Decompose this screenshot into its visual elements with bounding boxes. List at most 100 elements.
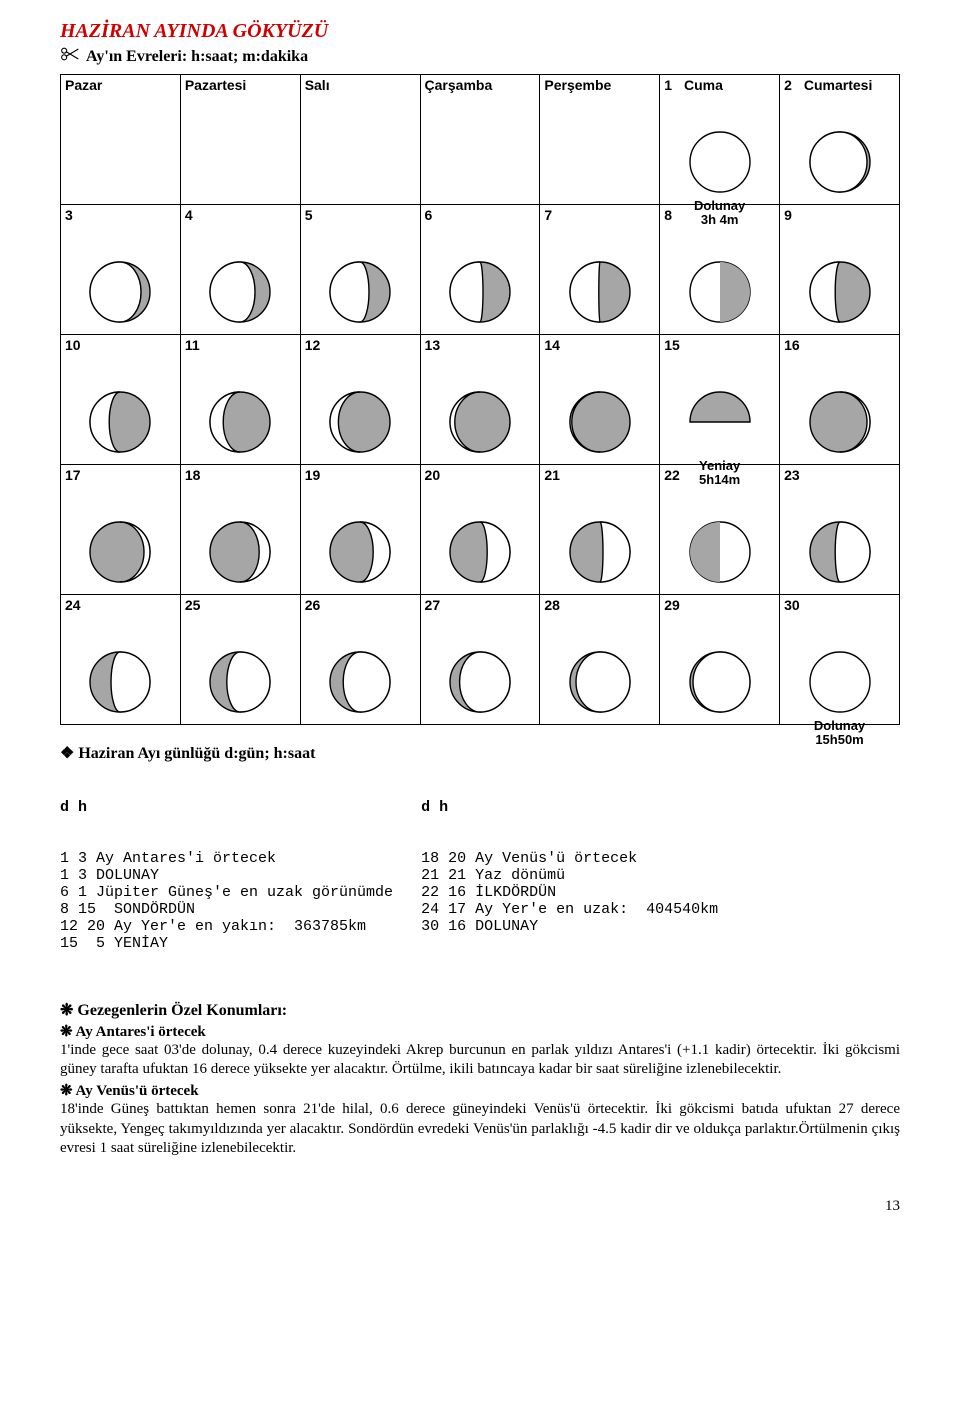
moon-phase-icon xyxy=(565,257,635,327)
moon-phase-icon xyxy=(85,387,155,457)
moon-phase-icon xyxy=(205,647,275,717)
calendar-row: 17 18 19 20 21 2223 xyxy=(61,465,900,595)
calendar-row: PazarPazartesiSalıÇarşambaPerşembe1CumaD… xyxy=(61,75,900,205)
calendar-row: 1011 12 13 14 15Yeniay5h14m16 xyxy=(61,335,900,465)
calendar-cell: 14 xyxy=(540,335,660,465)
venus-subheading: Ay Venüs'ü örtecek xyxy=(60,1081,900,1100)
calendar-cell: Perşembe xyxy=(540,75,660,205)
diary-line: 24 17 Ay Yer'e en uzak: 404540km xyxy=(421,901,718,918)
calendar-cell: 13 xyxy=(420,335,540,465)
day-number: 23 xyxy=(784,467,895,483)
moon-phase-icon xyxy=(325,517,395,587)
calendar-cell: 9 xyxy=(780,205,900,335)
diary-right-list: 18 20 Ay Venüs'ü örtecek21 21 Yaz dönümü… xyxy=(421,850,718,935)
diary-columns: d h 1 3 Ay Antares'i örtecek1 3 DOLUNAY6… xyxy=(60,765,900,986)
calendar-cell: 6 xyxy=(420,205,540,335)
diary-left-header: d h xyxy=(60,799,393,816)
venus-paragraph: 18'inde Güneş battıktan hemen sonra 21'd… xyxy=(60,1100,900,1158)
calendar-cell: 27 xyxy=(420,595,540,725)
calendar-cell: 25 xyxy=(180,595,300,725)
moon-phase-icon xyxy=(205,387,275,457)
day-number: 27 xyxy=(425,597,536,613)
diary-line: 22 16 İLKDÖRDÜN xyxy=(421,884,718,901)
calendar-cell: 1CumaDolunay3h 4m xyxy=(660,75,780,205)
calendar-cell: 28 xyxy=(540,595,660,725)
day-number: 14 xyxy=(544,337,655,353)
diary-line: 18 20 Ay Venüs'ü örtecek xyxy=(421,850,718,867)
calendar-cell: 4 xyxy=(180,205,300,335)
day-number: 4 xyxy=(185,207,296,223)
calendar-row: 24 2526 27 28 29 30Dolunay15h50m xyxy=(61,595,900,725)
day-number: 16 xyxy=(784,337,895,353)
calendar-cell: 15Yeniay5h14m xyxy=(660,335,780,465)
moon-phase-icon xyxy=(565,387,635,457)
antares-paragraph: 1'inde gece saat 03'de dolunay, 0.4 dere… xyxy=(60,1041,900,1079)
planets-heading: Gezegenlerin Özel Konumları: xyxy=(60,1000,900,1020)
page-title: HAZİRAN AYINDA GÖKYÜZÜ xyxy=(60,20,900,43)
day-number: 18 xyxy=(185,467,296,483)
moon-phase-icon xyxy=(325,387,395,457)
diary-right-header: d h xyxy=(421,799,718,816)
diary-line: 8 15 SONDÖRDÜN xyxy=(60,901,393,918)
page-number: 13 xyxy=(60,1198,900,1215)
calendar-cell: 3 xyxy=(61,205,181,335)
day-number: 25 xyxy=(185,597,296,613)
calendar-cell: 24 xyxy=(61,595,181,725)
day-number: 7 xyxy=(544,207,655,223)
diary-line: 1 3 Ay Antares'i örtecek xyxy=(60,850,393,867)
diary-left-list: 1 3 Ay Antares'i örtecek1 3 DOLUNAY6 1 J… xyxy=(60,850,393,952)
calendar-cell: 22 xyxy=(660,465,780,595)
calendar-cell: 11 xyxy=(180,335,300,465)
day-number: 29 xyxy=(664,597,775,613)
moon-phase-icon xyxy=(685,517,755,587)
moon-phase-icon xyxy=(565,647,635,717)
moon-phase-icon xyxy=(445,517,515,587)
moon-phase-icon xyxy=(685,647,755,717)
calendar-cell: Pazartesi xyxy=(180,75,300,205)
moon-phase-icon xyxy=(445,387,515,457)
calendar-cell: Çarşamba xyxy=(420,75,540,205)
moon-phase-calendar: PazarPazartesiSalıÇarşambaPerşembe1CumaD… xyxy=(60,74,900,725)
day-number: 12 xyxy=(305,337,416,353)
scissor-icon xyxy=(60,47,80,66)
calendar-cell: 2Cumartesi xyxy=(780,75,900,205)
day-number: 21 xyxy=(544,467,655,483)
day-number: 20 xyxy=(425,467,536,483)
calendar-cell: 18 xyxy=(180,465,300,595)
day-number: 19 xyxy=(305,467,416,483)
moon-phase-icon xyxy=(85,647,155,717)
day-number: 17 xyxy=(65,467,176,483)
calendar-cell: 10 xyxy=(61,335,181,465)
calendar-cell: 19 xyxy=(300,465,420,595)
day-number: 24 xyxy=(65,597,176,613)
moon-phase-icon xyxy=(85,257,155,327)
calendar-cell: Salı xyxy=(300,75,420,205)
diary-line: 21 21 Yaz dönümü xyxy=(421,867,718,884)
day-number: 9 xyxy=(784,207,895,223)
moon-phase-icon xyxy=(805,517,875,587)
day-number: 5 xyxy=(305,207,416,223)
diary-line: 30 16 DOLUNAY xyxy=(421,918,718,935)
day-number: 30 xyxy=(784,597,895,613)
moon-phase-icon xyxy=(805,127,875,197)
day-number: 8 xyxy=(664,207,775,223)
calendar-cell: 20 xyxy=(420,465,540,595)
subtitle-row: Ay'ın Evreleri: h:saat; m:dakika xyxy=(60,47,900,66)
moon-phase-icon xyxy=(85,517,155,587)
day-number: 13 xyxy=(425,337,536,353)
moon-phase-icon xyxy=(205,517,275,587)
diary-line: 12 20 Ay Yer'e en yakın: 363785km xyxy=(60,918,393,935)
diary-line: 15 5 YENİAY xyxy=(60,935,393,952)
diary-line: 1 3 DOLUNAY xyxy=(60,867,393,884)
calendar-cell: 30Dolunay15h50m xyxy=(780,595,900,725)
day-number: 28 xyxy=(544,597,655,613)
day-number: 15 xyxy=(664,337,775,353)
calendar-cell: 7 xyxy=(540,205,660,335)
moon-phase-icon: Dolunay15h50m xyxy=(805,647,875,748)
calendar-cell: 17 xyxy=(61,465,181,595)
calendar-row: 3456789 xyxy=(61,205,900,335)
calendar-cell: 26 xyxy=(300,595,420,725)
day-number: 10 xyxy=(65,337,176,353)
moon-phase-label: Dolunay15h50m xyxy=(805,719,875,748)
diary-heading: Haziran Ayı günlüğü d:gün; h:saat xyxy=(60,743,900,763)
